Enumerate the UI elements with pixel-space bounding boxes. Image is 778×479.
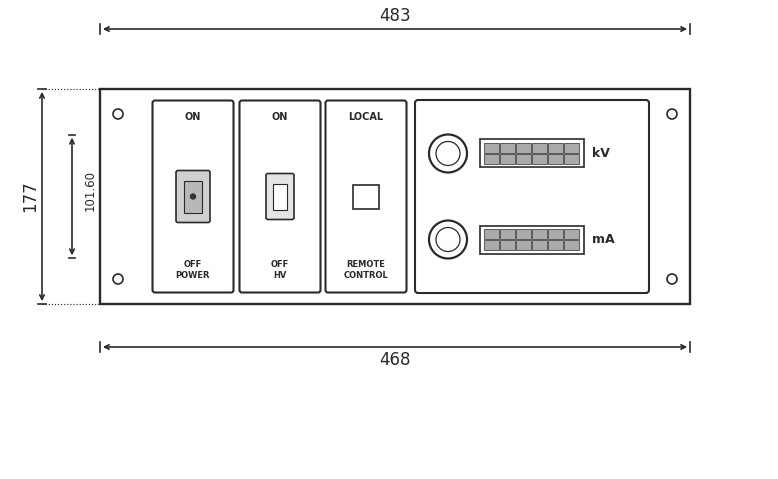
Bar (500, 240, 516, 250)
Bar (485, 143, 499, 153)
Bar (548, 240, 563, 250)
Bar (480, 139, 584, 168)
Bar (485, 154, 499, 164)
Bar (532, 154, 548, 164)
Text: 468: 468 (379, 351, 411, 369)
Bar (532, 240, 548, 250)
Text: 177: 177 (21, 181, 39, 212)
Bar (485, 229, 499, 239)
Text: OFF
HV: OFF HV (271, 260, 289, 280)
Bar (500, 229, 516, 239)
Bar (532, 143, 548, 153)
FancyBboxPatch shape (240, 101, 321, 293)
Text: mA: mA (592, 233, 615, 246)
Bar (353, 184, 379, 208)
Text: ON: ON (272, 112, 288, 122)
FancyBboxPatch shape (266, 173, 294, 219)
Text: ON: ON (185, 112, 202, 122)
Bar (548, 229, 563, 239)
Circle shape (191, 194, 195, 199)
Bar (565, 229, 580, 239)
Text: 101.60: 101.60 (83, 170, 96, 211)
FancyBboxPatch shape (325, 101, 406, 293)
Bar (184, 181, 202, 213)
Text: REMOTE
CONTROL: REMOTE CONTROL (344, 260, 388, 280)
Bar (100, 89, 690, 304)
Bar (480, 226, 584, 253)
Bar (517, 143, 531, 153)
Bar (565, 154, 580, 164)
Text: 483: 483 (379, 7, 411, 25)
Bar (548, 154, 563, 164)
Bar (517, 154, 531, 164)
FancyBboxPatch shape (176, 171, 210, 223)
Text: kV: kV (592, 147, 610, 160)
Bar (517, 229, 531, 239)
Text: OFF
POWER: OFF POWER (176, 260, 210, 280)
Bar (517, 240, 531, 250)
Bar (500, 154, 516, 164)
FancyBboxPatch shape (415, 100, 649, 293)
Bar (565, 143, 580, 153)
Bar (532, 229, 548, 239)
Bar (273, 183, 287, 209)
Text: LOCAL: LOCAL (349, 112, 384, 122)
FancyBboxPatch shape (152, 101, 233, 293)
Bar (548, 143, 563, 153)
Bar (485, 240, 499, 250)
Bar (565, 240, 580, 250)
Bar (500, 143, 516, 153)
